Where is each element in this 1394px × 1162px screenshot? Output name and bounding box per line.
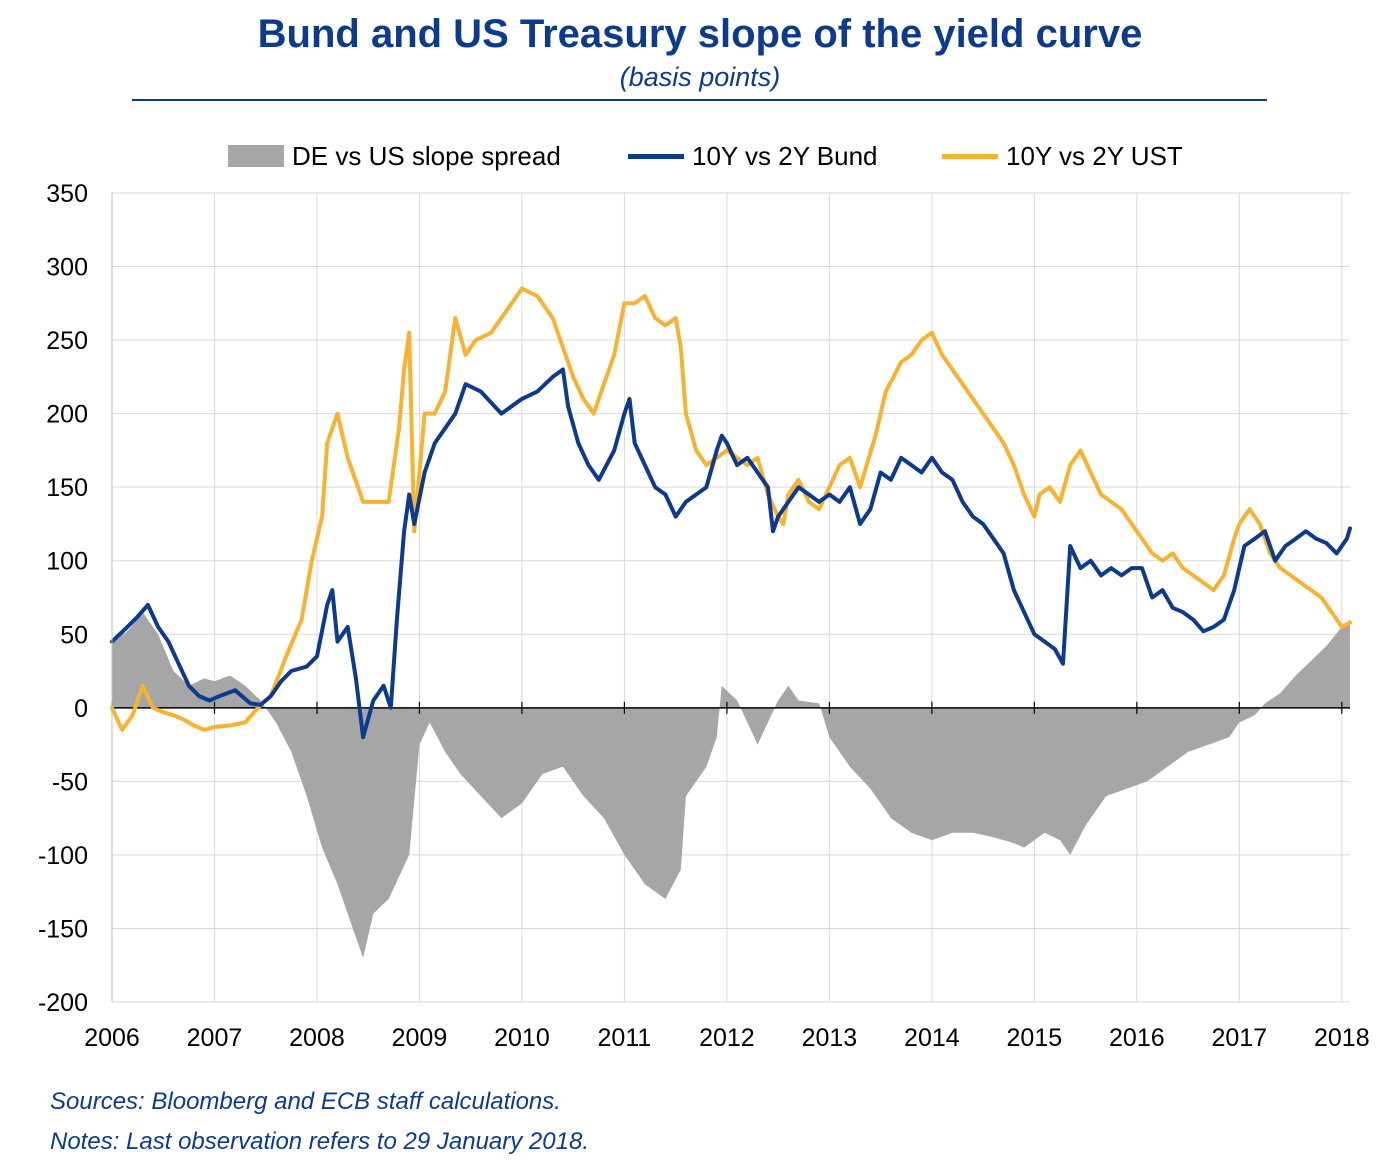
legend-swatch-spread bbox=[228, 145, 284, 167]
legend-item-ust: 10Y vs 2Y UST bbox=[942, 138, 1183, 174]
x-tick-label: 2016 bbox=[1109, 1024, 1165, 1052]
x-tick-label: 2012 bbox=[699, 1024, 755, 1052]
y-tick-label: 200 bbox=[46, 401, 88, 429]
series-line-ust bbox=[110, 286, 1352, 732]
y-tick-label: 350 bbox=[46, 180, 88, 208]
sources-note: Sources: Bloomberg and ECB staff calcula… bbox=[50, 1088, 561, 1115]
x-tick-label: 2011 bbox=[598, 1024, 652, 1052]
legend-swatch-ust bbox=[942, 153, 998, 159]
series-area-de-vs-us-spread bbox=[112, 612, 1350, 958]
x-tick-label: 2013 bbox=[802, 1024, 858, 1052]
x-tick-label: 2015 bbox=[1007, 1024, 1063, 1052]
y-tick-label: 300 bbox=[46, 254, 88, 282]
chart-subtitle: (basis points) bbox=[619, 62, 781, 92]
legend-label-spread: DE vs US slope spread bbox=[292, 140, 561, 171]
y-tick-label: 250 bbox=[46, 327, 88, 355]
y-tick-label: -100 bbox=[38, 842, 88, 870]
y-tick-label: 50 bbox=[60, 621, 88, 649]
chart-legend: DE vs US slope spread 10Y vs 2Y Bund 10Y… bbox=[0, 138, 1394, 174]
x-tick-label: 2008 bbox=[289, 1024, 345, 1052]
notes-note: Notes: Last observation refers to 29 Jan… bbox=[50, 1128, 589, 1155]
legend-item-spread: DE vs US slope spread bbox=[228, 138, 561, 174]
x-tick-label: 2014 bbox=[904, 1024, 960, 1052]
legend-label-ust: 10Y vs 2Y UST bbox=[1006, 140, 1183, 171]
chart-title: Bund and US Treasury slope of the yield … bbox=[257, 12, 1143, 56]
y-tick-label: -200 bbox=[38, 989, 88, 1017]
x-tick-label: 2018 bbox=[1314, 1024, 1370, 1052]
x-tick-label: 2007 bbox=[187, 1024, 243, 1052]
legend-swatch-bund bbox=[628, 153, 684, 159]
x-tick-label: 2010 bbox=[494, 1024, 550, 1052]
title-divider bbox=[132, 99, 1267, 101]
y-tick-label: 150 bbox=[46, 474, 88, 502]
y-tick-label: -150 bbox=[38, 915, 88, 943]
y-tick-label: 100 bbox=[46, 548, 88, 576]
x-tick-label: 2006 bbox=[84, 1024, 140, 1052]
x-tick-label: 2009 bbox=[392, 1024, 448, 1052]
y-tick-label: 0 bbox=[74, 695, 88, 723]
x-tick-label: 2017 bbox=[1212, 1024, 1268, 1052]
y-tick-label: -50 bbox=[52, 768, 88, 796]
legend-label-bund: 10Y vs 2Y Bund bbox=[692, 140, 878, 171]
series-line-bund bbox=[110, 367, 1352, 740]
legend-item-bund: 10Y vs 2Y Bund bbox=[628, 138, 878, 174]
